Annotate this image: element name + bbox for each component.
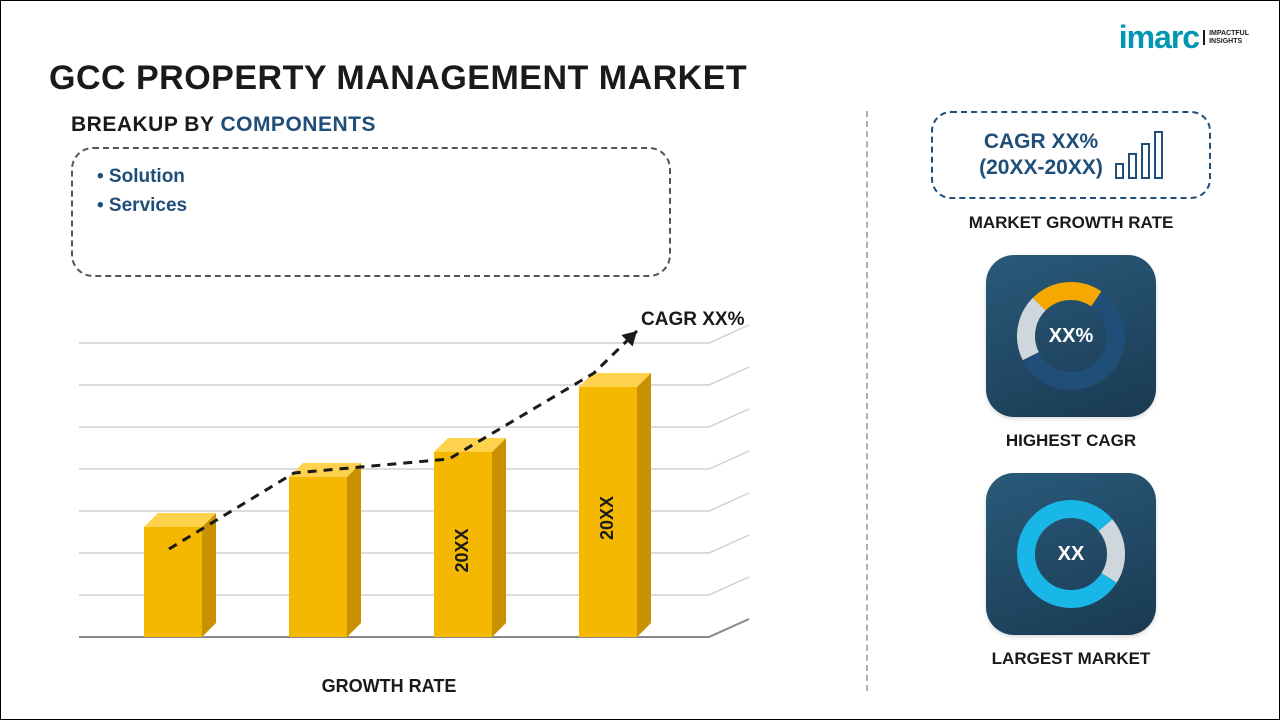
largest-market-label: LARGEST MARKET xyxy=(992,649,1151,669)
vertical-divider xyxy=(866,111,868,691)
left-column: BREAKUP BY COMPONENTS • Solution• Servic… xyxy=(71,113,811,277)
page-title: GCC PROPERTY MANAGEMENT MARKET xyxy=(49,59,747,98)
breakup-heading: BREAKUP BY COMPONENTS xyxy=(71,113,811,137)
breakup-box: • Solution• Services xyxy=(71,147,671,277)
growth-rate-label: MARKET GROWTH RATE xyxy=(969,213,1174,233)
svg-text:20XX: 20XX xyxy=(597,496,617,540)
largest-market-tile: XX xyxy=(986,473,1156,635)
svg-text:20XX: 20XX xyxy=(452,528,472,572)
growth-rate-text: CAGR XX% (20XX-20XX) xyxy=(979,129,1103,182)
right-column: CAGR XX% (20XX-20XX) MARKET GROWTH RATE … xyxy=(901,111,1241,669)
highest-cagr-value: XX% xyxy=(1049,325,1093,348)
breakup-item: • Services xyxy=(97,192,645,221)
largest-market-value: XX xyxy=(1058,543,1085,566)
cagr-label: CAGR XX% xyxy=(641,309,744,331)
brand-name: imarc xyxy=(1119,19,1199,56)
breakup-list: • Solution• Services xyxy=(97,163,645,220)
brand-logo: imarc IMPACTFUL INSIGHTS xyxy=(1119,19,1249,56)
breakup-item: • Solution xyxy=(97,163,645,192)
brand-tagline: IMPACTFUL INSIGHTS xyxy=(1203,30,1249,45)
bar-chart-svg: 20XX 20XX xyxy=(49,301,829,701)
mini-bars-icon xyxy=(1115,131,1163,179)
highest-cagr-tile: XX% xyxy=(986,255,1156,417)
growth-chart: 20XX 20XX CAGR XX% GROWTH RATE xyxy=(49,301,829,701)
highest-cagr-label: HIGHEST CAGR xyxy=(1006,431,1136,451)
chart-xlabel: GROWTH RATE xyxy=(49,676,729,697)
growth-rate-box: CAGR XX% (20XX-20XX) xyxy=(931,111,1211,199)
